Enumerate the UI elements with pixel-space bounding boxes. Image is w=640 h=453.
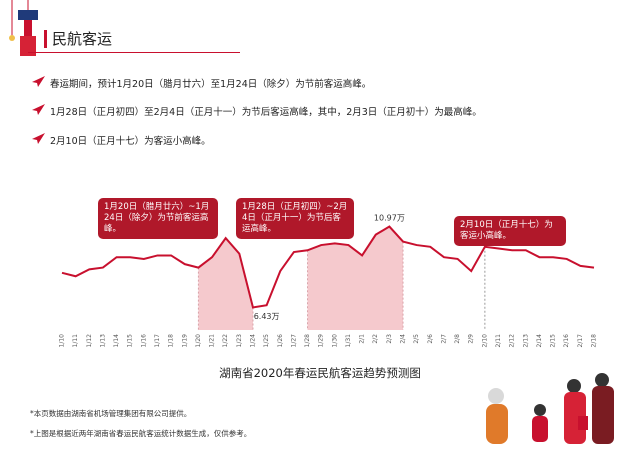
x-tick-label: 2/15 — [550, 334, 557, 348]
x-tick-label: 2/16 — [563, 334, 570, 348]
x-tick-label: 1/16 — [140, 334, 147, 348]
x-tick-label: 2/6 — [427, 334, 434, 344]
plane-icon — [32, 76, 45, 87]
x-tick-label: 2/4 — [400, 334, 407, 344]
x-tick-label: 2/5 — [413, 334, 420, 344]
x-tick-label: 1/20 — [195, 334, 202, 348]
x-tick-label: 1/15 — [127, 334, 134, 348]
x-tick-label: 2/8 — [454, 334, 461, 344]
bullet-item-pre-peak: 春运期间，预计1月20日（腊月廿六）至1月24日（除夕）为节前客运高峰。 — [32, 76, 372, 90]
callout-small-peak: 2月10日（正月十七）为客运小高峰。 — [454, 216, 566, 246]
bullet-text: 春运期间，预计1月20日（腊月廿六）至1月24日（除夕）为节前客运高峰。 — [50, 79, 372, 90]
x-tick-label: 2/3 — [386, 334, 393, 344]
x-tick-label: 1/11 — [72, 334, 79, 348]
x-tick-label: 2/17 — [577, 334, 584, 348]
x-tick-label: 1/12 — [86, 334, 93, 348]
x-tick-label: 1/13 — [99, 334, 106, 348]
title-underline — [28, 52, 240, 53]
x-tick-label: 1/24 — [249, 334, 256, 348]
lantern-decoration — [9, 0, 38, 56]
x-tick-label: 2/13 — [522, 334, 529, 348]
bullet-item-post-peak: 1月28日（正月初四）至2月4日（正月十一）为节后客运高峰，其中，2月3日（正月… — [32, 104, 482, 118]
data-label: 10.97万 — [374, 214, 405, 223]
x-tick-label: 1/25 — [263, 334, 270, 348]
shaded-range-0 — [198, 238, 253, 330]
x-tick-label: 2/12 — [509, 334, 516, 348]
callout-post-peak: 1月28日（正月初四）~2月4日（正月十一）为节后客运高峰。 — [236, 198, 354, 239]
trend-chart: 1/10 1/11 1/12 1/13 1/14 1/15 1/16 1/17 1/18 1/19… — [59, 214, 598, 348]
x-tick-label: 2/7 — [440, 334, 447, 344]
x-tick-label: 2/18 — [591, 334, 598, 348]
plane-icon — [32, 133, 45, 144]
x-tick-label: 2/10 — [481, 334, 488, 348]
shaded-ranges — [197, 226, 404, 330]
x-tick-label: 1/10 — [59, 334, 66, 348]
x-tick-label: 2/14 — [536, 334, 543, 348]
x-tick-label: 1/26 — [277, 334, 284, 348]
x-tick-label: 1/28 — [304, 334, 311, 348]
series-line — [61, 225, 595, 309]
x-tick-label: 1/19 — [181, 334, 188, 348]
x-tick-label: 1/17 — [154, 334, 161, 348]
x-tick-label: 1/21 — [209, 334, 216, 348]
x-tick-labels: 1/10 1/11 1/12 1/13 1/14 1/15 1/16 1/17 1/18 1/19… — [59, 334, 598, 348]
x-tick-label: 1/31 — [345, 334, 352, 348]
x-tick-label: 1/14 — [113, 334, 120, 348]
x-tick-label: 2/11 — [495, 334, 502, 348]
x-tick-label: 2/2 — [372, 334, 379, 344]
bullet-text: 1月28日（正月初四）至2月4日（正月十一）为节后客运高峰，其中，2月3日（正月… — [50, 107, 482, 118]
chart-title: 湖南省2020年春运民航客运趋势预测图 — [219, 366, 421, 380]
x-tick-label: 1/29 — [318, 334, 325, 348]
data-annotations: 6.43万 10.97万 — [254, 214, 405, 322]
x-tick-label: 1/27 — [290, 334, 297, 348]
x-tick-label: 1/23 — [236, 334, 243, 348]
page-title: 民航客运 — [52, 30, 113, 48]
callout-pre-peak: 1月20日（腊月廿六）~1月24日（除夕）为节前客运高峰。 — [98, 198, 218, 239]
x-tick-label: 1/30 — [331, 334, 338, 348]
x-tick-label: 2/1 — [359, 334, 366, 344]
shaded-range-1 — [307, 226, 404, 330]
x-tick-label: 1/18 — [168, 334, 175, 348]
footnote-source: *本页数据由湖南省机场管理集团有限公司提供。 — [30, 409, 192, 418]
plane-icon — [32, 104, 45, 115]
bullet-text: 2月10日（正月十七）为客运小高峰。 — [50, 136, 211, 147]
family-illustration — [486, 373, 614, 444]
bullet-item-small-peak: 2月10日（正月十七）为客运小高峰。 — [32, 133, 211, 147]
x-tick-label: 1/22 — [222, 334, 229, 348]
title-accent-bar — [44, 30, 47, 48]
footnote-disclaimer: *上图是根据近两年湖南省春运民航客运统计数据生成，仅供参考。 — [30, 429, 252, 438]
x-tick-label: 2/9 — [468, 334, 475, 344]
data-label: 6.43万 — [254, 312, 280, 321]
